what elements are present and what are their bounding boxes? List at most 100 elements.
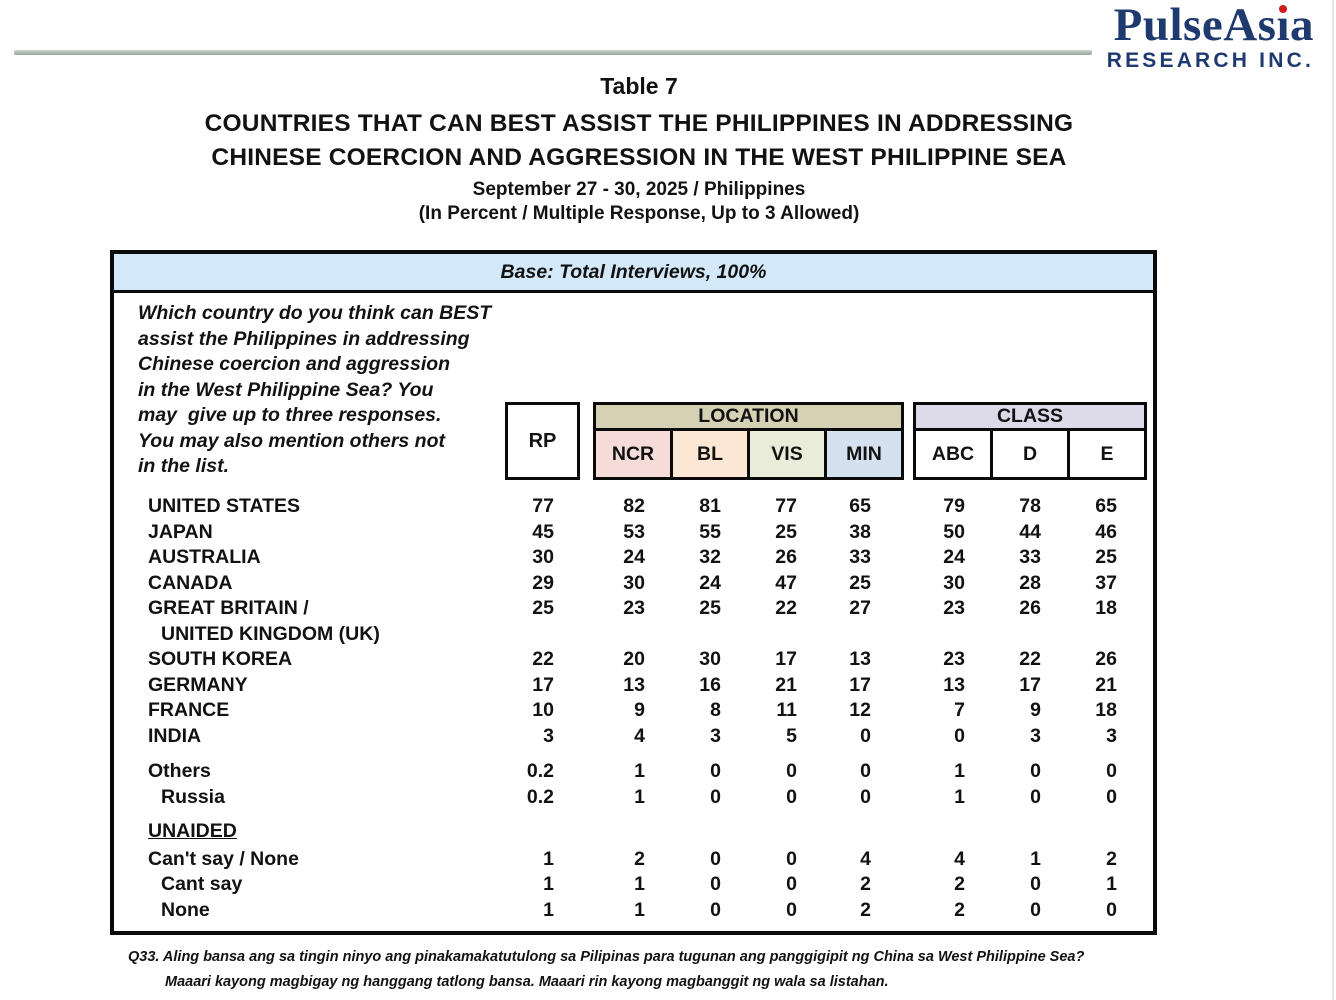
value-cell: 3 [1106, 724, 1117, 747]
value-cell: 4 [954, 847, 965, 870]
column-header-abc: ABC [916, 431, 990, 477]
value-cell: 9 [1030, 699, 1041, 721]
column-header-bl: BL [670, 431, 747, 477]
logo-red-dot-icon [1279, 5, 1288, 13]
value-cell: 0 [860, 724, 871, 747]
row-label-text: CANADA [148, 571, 233, 594]
value-cell: 24 [699, 571, 721, 594]
value-cell: 46 [1095, 520, 1117, 543]
row-label: UNITED KINGDOM (UK) [114, 622, 505, 648]
value-cell: 0 [710, 898, 721, 921]
value-cell: 2 [634, 847, 645, 870]
value-cell: 1 [954, 785, 965, 808]
value-cell: 0 [710, 873, 721, 895]
column-header-vis: VIS [747, 431, 824, 477]
value-cell: 32 [699, 546, 721, 568]
row-label-text: Others [148, 760, 211, 782]
value-cell: 21 [1095, 673, 1117, 696]
value-cell: 2 [860, 873, 871, 895]
value-cell: 0 [860, 760, 871, 782]
table-row: JAPAN 45 53 55 25 38 50 44 46 [114, 520, 1153, 546]
table-row: Russia 0.2 1 0 0 0 1 0 0 [114, 785, 1153, 811]
table-row: CANADA 29 30 24 47 25 30 28 37 [114, 571, 1153, 597]
table-row: Cant say 1 1 0 0 2 2 0 1 [114, 872, 1153, 898]
value-cell: 78 [1019, 495, 1041, 517]
value-cell: 0 [786, 847, 797, 870]
row-label-text: INDIA [148, 724, 202, 747]
value-cell: 0 [954, 724, 965, 747]
survey-date-line: September 27 - 30, 2025 / Philippines [472, 179, 806, 200]
value-cell: 26 [1019, 597, 1041, 619]
value-cell: 25 [849, 571, 871, 594]
row-label: None [114, 898, 505, 924]
table-row: UNAIDED [114, 819, 1153, 845]
value-cell: 65 [1095, 495, 1117, 517]
value-cell: 11 [776, 699, 797, 721]
column-header-e: E [1067, 431, 1144, 477]
value-cell: 23 [943, 597, 965, 619]
title-line-1: COUNTRIES THAT CAN BEST ASSIST THE PHILI… [204, 110, 1074, 137]
row-label: Cant say [114, 872, 505, 898]
value-cell: 82 [623, 495, 645, 517]
row-label: SOUTH KOREA [114, 647, 505, 673]
value-cell: 8 [710, 699, 721, 721]
value-cell: 18 [1095, 597, 1117, 619]
value-cell: 1 [634, 785, 645, 808]
title-line-2: CHINESE COERCION AND AGGRESSION IN THE W… [211, 143, 1067, 171]
value-cell: 47 [775, 571, 797, 594]
value-cell: 0 [786, 898, 797, 921]
value-cell: 44 [1019, 520, 1041, 543]
value-cell: 13 [623, 673, 645, 696]
value-cell: 1 [634, 760, 645, 782]
table-row: SOUTH KOREA 22 20 30 17 13 23 22 26 [114, 647, 1153, 673]
value-cell: 3 [710, 724, 721, 747]
value-cell: 25 [1095, 546, 1117, 568]
results-table: Base: Total Interviews, 100% Which count… [110, 250, 1157, 935]
pulse-asia-logo: PulseAsı a RESEARCH INC. [1107, 2, 1314, 73]
location-header-group: LOCATION NCR BL VIS MIN [593, 402, 904, 480]
base-bar: Base: Total Interviews, 100% [114, 254, 1153, 293]
row-label: GREAT BRITAIN / [114, 596, 505, 622]
value-cell: 0 [1106, 898, 1117, 921]
value-cell: 23 [623, 597, 645, 619]
value-cell: 18 [1095, 699, 1117, 721]
value-cell: 26 [1095, 648, 1117, 670]
row-label-text: Russia [161, 785, 225, 808]
footnote: Q33. Aling bansa ang sa tingin ninyo ang… [128, 945, 1084, 994]
row-label: AUSTRALIA [114, 545, 505, 571]
value-cell: 30 [623, 571, 645, 594]
row-label: CANADA [114, 571, 505, 597]
row-label-text: UNITED STATES [148, 495, 301, 517]
value-cell: 0 [786, 785, 797, 808]
value-cell: 24 [943, 546, 965, 568]
table-row: Others 0.2 1 0 0 0 1 0 0 [114, 759, 1153, 785]
value-cell: 1 [1106, 873, 1117, 895]
value-cell: 16 [699, 673, 721, 696]
value-cell: 1 [634, 873, 645, 895]
row-label-text: FRANCE [148, 699, 230, 721]
value-cell: 12 [849, 699, 871, 721]
value-cell: 1 [1030, 847, 1041, 870]
row-label-text: GREAT BRITAIN / [148, 597, 309, 619]
value-cell: 22 [1019, 648, 1041, 670]
value-cell: 77 [532, 495, 554, 517]
table-row: None 1 1 0 0 2 2 0 0 [114, 898, 1153, 924]
row-label-text: UNITED KINGDOM (UK) [161, 622, 380, 645]
value-cell: 22 [532, 648, 554, 670]
table-row: GERMANY 17 13 16 21 17 13 17 21 [114, 673, 1153, 699]
value-cell: 25 [532, 597, 554, 619]
row-label-text: Can't say / None [148, 847, 299, 870]
column-header-rp: RP [505, 402, 580, 480]
value-cell: 2 [1106, 847, 1117, 870]
table-row: AUSTRALIA 30 24 32 26 33 24 33 25 [114, 545, 1153, 571]
logo-text-pre: PulseAs [1113, 0, 1277, 51]
value-cell: 0 [786, 760, 797, 782]
row-label-text: GERMANY [148, 673, 248, 696]
table-rows: UNITED STATES 77 82 81 77 65 79 78 65 JAPAN 45 53 55… [114, 494, 1153, 923]
table-row: Can't say / None 1 2 0 0 4 4 1 2 [114, 847, 1153, 873]
value-cell: 25 [775, 520, 797, 543]
value-cell: 5 [786, 724, 797, 747]
value-cell: 79 [943, 495, 965, 517]
value-cell: 0.2 [526, 785, 554, 808]
value-cell: 0 [710, 760, 721, 782]
